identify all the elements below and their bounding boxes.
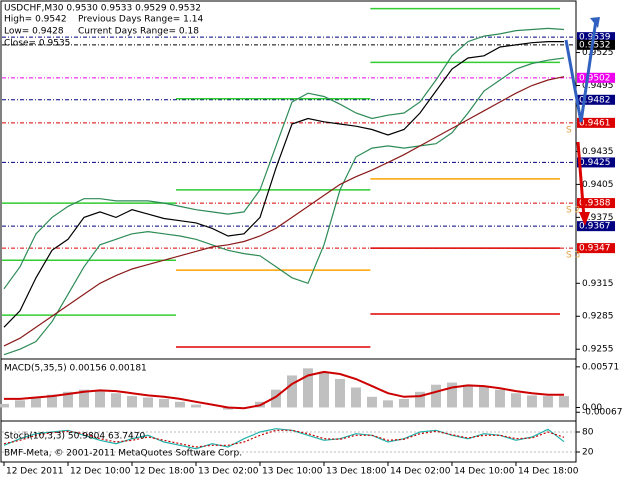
price-box-label: 0.9461 [579, 118, 611, 128]
histogram-bar [478, 386, 489, 408]
histogram-bar [30, 396, 41, 408]
y-tick-label: 0.9255 [582, 345, 614, 355]
histogram-bar [14, 400, 25, 408]
y-tick-label: 0.9435 [582, 147, 614, 157]
histogram-bar [46, 394, 57, 408]
x-tick-label: 14 Dec 02:00 [390, 467, 451, 477]
x-tick-label: 13 Dec 10:00 [262, 467, 323, 477]
info-high: High= 0.9542 [4, 15, 67, 25]
y-tick-label: 0.9375 [582, 213, 614, 223]
x-tick-label: 14 Dec 18:00 [518, 467, 579, 477]
price-box [577, 72, 615, 83]
histogram-bar [0, 403, 9, 408]
histogram-bar [190, 404, 201, 408]
price-box [577, 32, 615, 43]
y-tick-label: 0.9495 [582, 81, 614, 91]
histogram-bar [398, 398, 409, 408]
y-tick-label: 0.9405 [582, 180, 614, 190]
series-line [3, 57, 565, 356]
x-tick-label: 13 Dec 18:00 [326, 467, 387, 477]
histogram-bar [382, 400, 393, 408]
histogram-bar [446, 382, 457, 408]
histogram-bar [366, 396, 377, 408]
price-box-label: 0.9367 [579, 222, 611, 232]
histogram-bar [462, 384, 473, 408]
arrowhead [590, 17, 600, 28]
y-tick-label: 0.9285 [582, 312, 614, 322]
histogram-bar [110, 393, 121, 408]
y-tick-label: 20 [582, 448, 594, 458]
histogram-bar [414, 391, 425, 408]
symbol-title: USDCHF,M30 0.9530 0.9533 0.9529 0.9532 [4, 4, 201, 14]
series-line [3, 41, 564, 328]
histogram-bar [174, 401, 185, 408]
price-box [577, 39, 615, 50]
price-box [577, 157, 615, 168]
histogram-bar [302, 368, 313, 408]
histogram-bar [558, 396, 569, 408]
x-tick-label: 12 Dec 10:00 [70, 467, 131, 477]
price-box-label: 0.9482 [579, 95, 611, 105]
copyright: BMF-Meta, © 2001-2011 MetaQuotes Softwar… [4, 449, 242, 459]
pivot-label: S [566, 126, 572, 136]
price-box-label: 0.9388 [579, 199, 611, 209]
histogram-bar [542, 396, 553, 408]
price-box [577, 94, 615, 105]
histogram-bar [222, 407, 233, 410]
histogram-bar [62, 391, 73, 408]
histogram-bar [526, 395, 537, 408]
y-tick-label: 80 [582, 428, 594, 438]
forecast-arrow-down [576, 141, 586, 219]
y-tick-label: 0.9525 [582, 48, 614, 58]
histogram-bar [270, 389, 281, 408]
price-box-label: 0.9347 [579, 244, 611, 254]
histogram-bar [494, 389, 505, 408]
price-box [577, 221, 615, 232]
info-prev-range: Previous Days Range= 1.14 [78, 15, 203, 25]
info-low: Low= 0.9428 [4, 27, 64, 37]
histogram-bar [350, 387, 361, 408]
x-tick-label: 12 Dec 18:00 [134, 467, 195, 477]
chart-layer: 12 Dec 2011 12 Dec 10:00 12 Dec 18:00 13 De… [0, 7, 622, 477]
histogram-bar [158, 398, 169, 408]
histogram-bar [430, 384, 441, 408]
y-tick-label: 0.00 [582, 403, 602, 413]
forecast-arrow-up [564, 19, 598, 123]
histogram-bar [334, 379, 345, 408]
series-line [3, 429, 565, 448]
histogram-bar [78, 389, 89, 408]
histogram-bar [286, 375, 297, 408]
price-box-label: 0.9502 [579, 73, 611, 83]
price-box-label: 0.9532 [579, 40, 611, 50]
panel-title: MACD(5,35,5) 0.00156 0.00181 [4, 364, 147, 374]
histogram-bar [126, 396, 137, 408]
x-tick-label: 12 Dec 2011 [6, 467, 64, 477]
histogram-bar [94, 390, 105, 408]
price-box [577, 117, 615, 128]
x-tick-label: 13 Dec 02:00 [198, 467, 259, 477]
pivot-label: S 3 [566, 251, 580, 261]
panel-title: Stoch(10,3,3) 50.9804 63.7470 [4, 432, 145, 442]
series-line [3, 27, 565, 290]
series-line [3, 76, 565, 347]
plot-frame [0, 0, 577, 463]
y-tick-label: 0.00571 [582, 362, 619, 372]
y-tick-label: -0.00067 [582, 408, 622, 418]
price-box [577, 198, 615, 209]
series-line [4, 370, 564, 410]
histogram-bar [142, 397, 153, 408]
price-box [577, 243, 615, 254]
pivot-label: S 2 [566, 206, 580, 216]
price-box-label: 0.9425 [579, 158, 611, 168]
x-tick-label: 14 Dec 10:00 [454, 467, 515, 477]
histogram-bar [510, 393, 521, 408]
histogram-bar [318, 371, 329, 408]
arrowhead [579, 212, 590, 226]
info-cur-range: Current Days Range= 0.18 [78, 27, 199, 37]
y-tick-label: 0.9315 [582, 279, 614, 289]
info-close: Close= 0.9535 [4, 39, 70, 49]
